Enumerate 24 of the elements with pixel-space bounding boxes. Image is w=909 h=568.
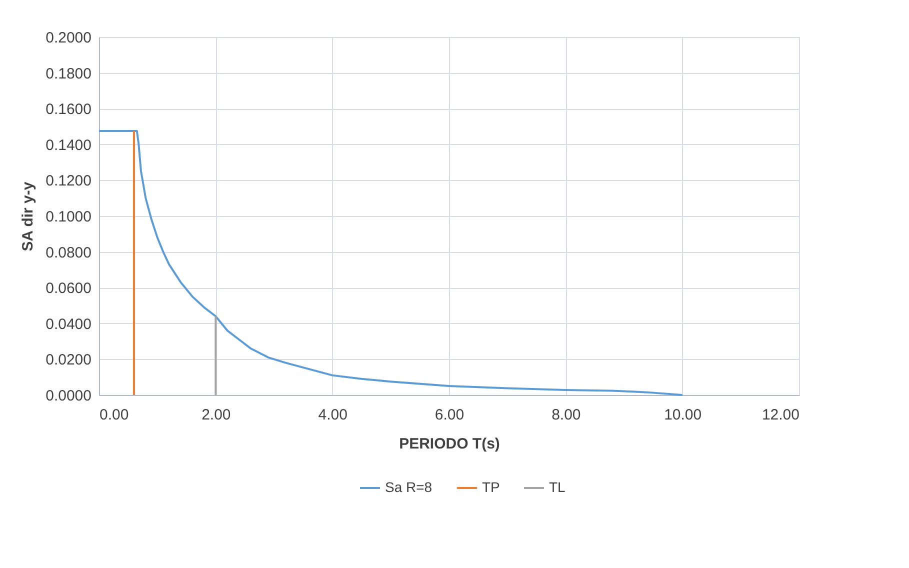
y-tick-label: 0.0400 — [46, 316, 92, 333]
y-tick-label: 0.0200 — [46, 352, 92, 369]
y-tick-label: 0.0800 — [46, 244, 92, 262]
y-tick-label: 0.0600 — [46, 280, 92, 298]
y-tick-label: 0.1200 — [46, 172, 92, 190]
y-tick-label: 0.1800 — [46, 65, 92, 82]
x-tick-label: 12.00 — [762, 406, 800, 424]
x-tick-label: 0.00 — [100, 406, 129, 424]
y-tick-label: 0.1000 — [46, 208, 92, 226]
legend-label: Sa R=8 — [385, 479, 432, 495]
y-tick-label: 0.1600 — [46, 101, 92, 118]
x-tick-label: 2.00 — [202, 406, 231, 424]
line-series — [98, 130, 684, 396]
x-tick-label: 4.00 — [318, 406, 348, 424]
y-tick-label: 0.1400 — [46, 136, 92, 154]
x-tick-label: 8.00 — [552, 406, 581, 424]
y-axis-title: SA dir y-y — [20, 181, 37, 252]
x-tick-label: 6.00 — [434, 406, 464, 424]
legend-label: TP — [482, 479, 500, 495]
x-tick-label: 10.00 — [664, 406, 702, 424]
x-axis-title: PERIODO T(s) — [399, 436, 500, 452]
y-tick-label: 0.2000 — [46, 30, 92, 46]
legend-label: TL — [549, 479, 566, 495]
y-tick-label: 0.0000 — [46, 388, 92, 404]
